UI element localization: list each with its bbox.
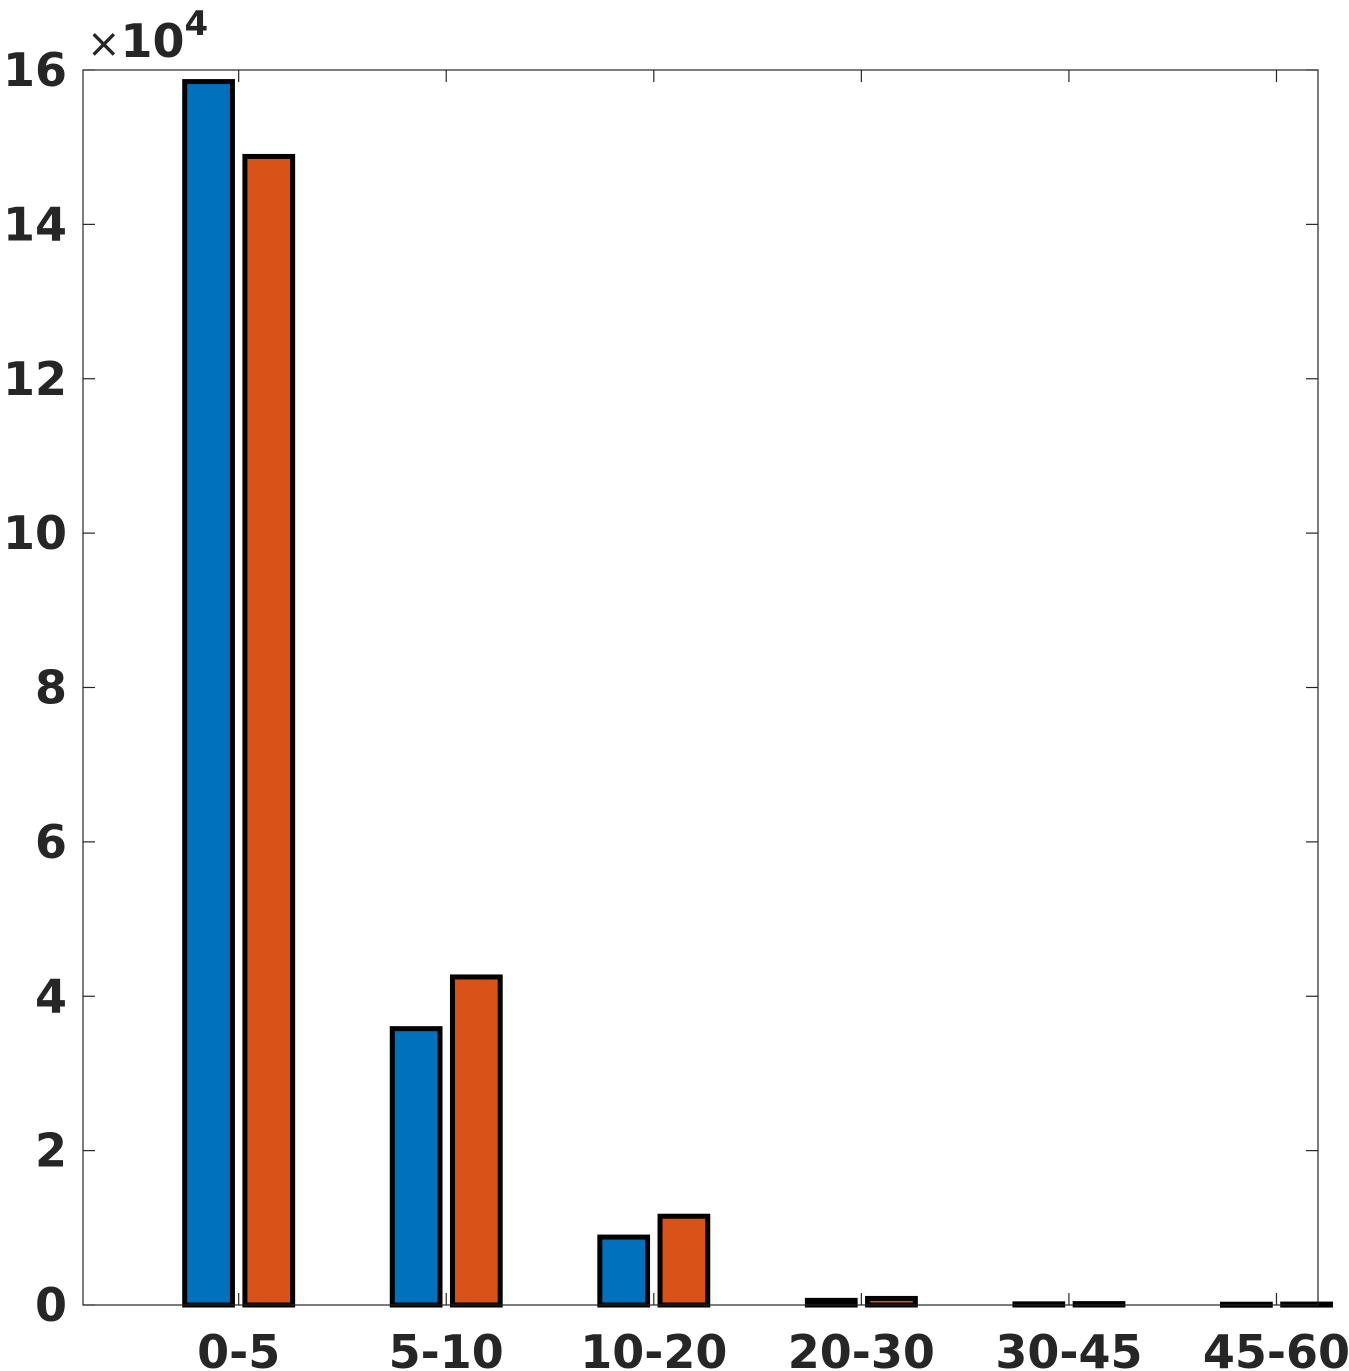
- y-multiplier-base: 10: [121, 14, 185, 68]
- y-tick-label: 10: [3, 506, 67, 560]
- bar-series-1: [389, 1026, 443, 1308]
- bar-series-2: [242, 153, 296, 1308]
- y-tick-label: 12: [3, 352, 67, 406]
- x-tick-labels: 0-5 5-10 10-20 20-30 30-45 45-60: [197, 1325, 1349, 1371]
- bar-series-2: [657, 1213, 711, 1308]
- y-tick-label: 8: [35, 661, 67, 715]
- y-tick-label: 0: [35, 1278, 67, 1332]
- bar-series-2: [449, 974, 503, 1308]
- x-tick-label: 5-10: [389, 1325, 504, 1371]
- bar-series-1: [597, 1234, 651, 1308]
- x-tick-label: 20-30: [788, 1325, 935, 1371]
- y-multiplier-symbol: ×: [87, 21, 121, 67]
- x-tick-label: 0-5: [197, 1325, 280, 1371]
- y-tick-label: 2: [35, 1124, 67, 1178]
- y-multiplier-exponent: 4: [185, 4, 209, 44]
- bar-series-1: [182, 79, 235, 1308]
- y-tick-labels: 0 2 4 6 8 10 12 14 16: [3, 43, 67, 1332]
- y-tick-label: 14: [3, 197, 67, 251]
- bars: [182, 79, 1333, 1308]
- bar-series-2: [865, 1295, 918, 1308]
- axis-ticks: [83, 69, 1318, 1306]
- y-tick-label: 16: [3, 43, 67, 97]
- x-tick-label: 10-20: [580, 1325, 727, 1371]
- y-multiplier: ×104: [87, 4, 208, 68]
- y-tick-label: 4: [35, 969, 67, 1023]
- y-tick-label: 6: [35, 815, 67, 869]
- bar-series-1: [804, 1297, 858, 1308]
- x-tick-label: 45-60: [1203, 1325, 1349, 1371]
- axes-box: [82, 69, 1319, 1306]
- x-tick-label: 30-45: [995, 1325, 1142, 1371]
